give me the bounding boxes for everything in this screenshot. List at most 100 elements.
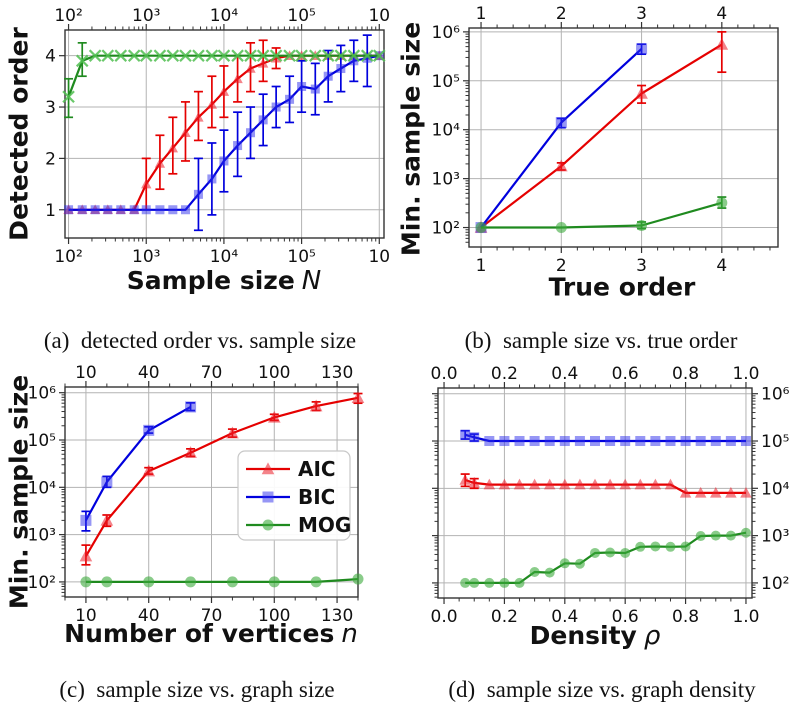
svg-text:10²: 10² <box>28 573 56 593</box>
svg-text:10³: 10³ <box>432 170 460 190</box>
legend: AIC BIC MOG <box>237 450 351 541</box>
svg-text:4: 4 <box>716 4 727 24</box>
xlabel-density: Density ρ <box>530 621 661 651</box>
axes-box-a <box>64 29 385 239</box>
xlabel-sample-size: Sample size N <box>127 266 321 296</box>
series-aic-c <box>79 391 365 566</box>
svg-text:10³: 10³ <box>28 526 56 546</box>
svg-text:3: 3 <box>45 98 56 118</box>
svg-text:0.6: 0.6 <box>612 364 639 384</box>
major-ticks-a <box>59 24 380 244</box>
svg-text:10²: 10² <box>432 219 460 239</box>
ylabel-detected-order: Detected order <box>4 27 34 241</box>
svg-text:0.4: 0.4 <box>551 364 578 384</box>
series-mog-d <box>460 527 751 588</box>
svg-text:0.0: 0.0 <box>431 364 458 384</box>
svg-text:10⁴: 10⁴ <box>210 6 239 26</box>
svg-text:1: 1 <box>45 201 56 221</box>
svg-text:0.0: 0.0 <box>431 607 458 627</box>
xlabel-number-of-vertices: Number of vertices n <box>64 619 358 649</box>
ylabel-min-sample-size-b: Min. sample size <box>396 21 426 257</box>
svg-text:10²: 10² <box>54 6 82 26</box>
series-bic-c <box>80 401 197 532</box>
legend-entry-aic: AIC <box>246 457 336 481</box>
minor-ticks-b <box>465 24 771 251</box>
xlabel-density-text: Density <box>529 621 637 650</box>
svg-text:10⁶: 10⁶ <box>432 23 461 43</box>
svg-text:40: 40 <box>138 606 160 626</box>
tick-labels-a: 10² 10² 10³ 10³ 10⁴ 10⁴ 10⁵ 10⁵ 10 10 1 2 3 4 <box>45 6 390 267</box>
svg-text:0.4: 0.4 <box>551 607 578 627</box>
svg-text:2: 2 <box>45 149 56 169</box>
svg-text:2: 2 <box>556 256 567 276</box>
svg-text:10³: 10³ <box>132 247 160 267</box>
series-bic-a <box>64 34 384 232</box>
svg-text:10⁵: 10⁵ <box>287 247 315 267</box>
series-mog-c <box>80 573 364 588</box>
svg-text:10⁵: 10⁵ <box>432 72 460 92</box>
svg-text:40: 40 <box>138 363 160 383</box>
caption-a: (a) detected order vs. sample size <box>43 328 357 353</box>
legend-entry-bic: BIC <box>246 485 335 509</box>
axes-box-b <box>468 27 779 248</box>
svg-text:10⁵: 10⁵ <box>28 431 56 451</box>
legend-label-aic: AIC <box>298 457 336 481</box>
caption-b: (b) sample size vs. true order <box>464 328 738 353</box>
axes-box-d <box>437 387 753 599</box>
xlabel-sample-size-text: Sample size <box>126 266 295 295</box>
svg-text:0.6: 0.6 <box>612 607 639 627</box>
svg-text:4: 4 <box>716 256 727 276</box>
svg-text:1.0: 1.0 <box>732 607 759 627</box>
svg-text:0.2: 0.2 <box>491 364 518 384</box>
svg-text:1: 1 <box>476 256 487 276</box>
major-ticks-b <box>463 22 723 253</box>
legend-label-mog: MOG <box>298 513 351 537</box>
svg-text:10²: 10² <box>761 574 789 594</box>
svg-text:10⁶: 10⁶ <box>761 385 790 405</box>
svg-text:4: 4 <box>45 47 56 67</box>
svg-text:1: 1 <box>476 4 487 24</box>
tick-labels-b: 1 1 2 2 3 3 4 4 10² 10³ 10⁴ 10⁵ 10⁶ <box>432 4 728 276</box>
xlabel-sample-size-math: N <box>301 266 322 296</box>
svg-text:2: 2 <box>556 4 567 24</box>
major-ticks-c <box>59 381 338 603</box>
xlabel-number-of-vertices-text: Number of vertices <box>64 619 335 648</box>
series-mog-a <box>62 41 386 119</box>
xlabel-true-order: True order <box>549 273 696 302</box>
svg-text:10⁴: 10⁴ <box>28 478 57 498</box>
svg-text:100: 100 <box>258 606 290 626</box>
caption-c: (c) sample size vs. graph size <box>59 677 335 702</box>
axes-box-c <box>64 386 359 598</box>
svg-text:10³: 10³ <box>132 6 160 26</box>
major-ticks-d <box>432 382 758 604</box>
svg-text:10⁶: 10⁶ <box>28 384 57 404</box>
grid-b <box>469 28 778 247</box>
series-aic-d <box>459 473 752 498</box>
svg-text:100: 100 <box>258 363 290 383</box>
chart-c: 10 10 40 40 70 70 100 100 130 130 10² 10³ 10⁴ 10⁵ 10⁶ A… <box>28 363 365 626</box>
svg-text:3: 3 <box>636 256 647 276</box>
svg-text:10⁴: 10⁴ <box>210 247 239 267</box>
svg-text:70: 70 <box>201 363 223 383</box>
tick-labels-c: 10 10 40 40 70 70 100 100 130 130 10² 10³ 10⁴ 10⁵ 10⁶ <box>28 363 354 626</box>
svg-text:10⁵: 10⁵ <box>287 6 315 26</box>
svg-text:10³: 10³ <box>761 527 789 547</box>
series-bic-d <box>460 429 751 447</box>
svg-text:0.2: 0.2 <box>491 607 518 627</box>
svg-text:130: 130 <box>321 363 353 383</box>
svg-text:10²: 10² <box>54 247 82 267</box>
legend-label-bic: BIC <box>298 485 335 509</box>
svg-text:10⁴: 10⁴ <box>761 479 790 499</box>
caption-d: (d) sample size vs. graph density <box>448 677 756 702</box>
svg-text:0.8: 0.8 <box>672 364 699 384</box>
svg-text:10: 10 <box>75 363 97 383</box>
svg-text:3: 3 <box>636 4 647 24</box>
svg-text:1.0: 1.0 <box>732 364 759 384</box>
series-mog-b <box>475 196 728 234</box>
xlabel-number-of-vertices-math: n <box>341 619 358 649</box>
svg-text:70: 70 <box>201 606 223 626</box>
svg-text:10⁴: 10⁴ <box>432 121 461 141</box>
chart-d: 0.00.00.20.20.40.40.60.60.80.81.01.010²1… <box>431 364 790 627</box>
ylabel-min-sample-size-c: Min. sample size <box>4 374 34 610</box>
